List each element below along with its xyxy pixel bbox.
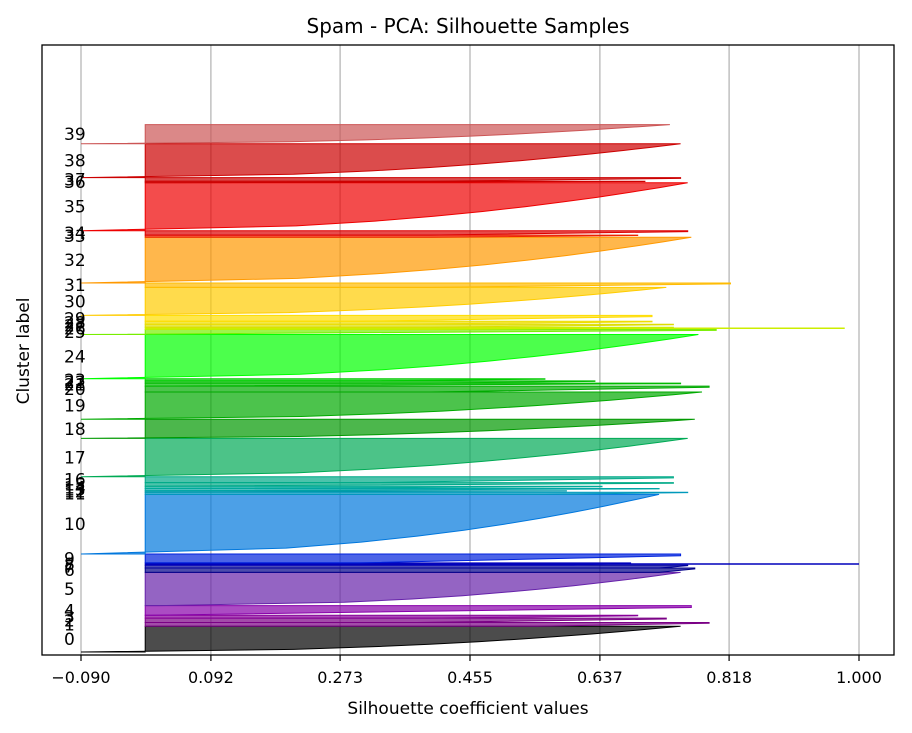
cluster-label-18: 18 — [64, 420, 86, 440]
cluster-area-30 — [80, 286, 667, 316]
y-axis-label: Cluster label — [14, 298, 34, 405]
cluster-area-29 — [144, 314, 653, 322]
cluster-area-13 — [144, 488, 660, 492]
cluster-area-2 — [144, 617, 667, 623]
cluster-area-15 — [144, 482, 674, 487]
cluster-label-0: 0 — [64, 630, 75, 650]
cluster-label-14: 14 — [64, 478, 86, 498]
cluster-label-38: 38 — [64, 152, 86, 172]
cluster-area-5 — [144, 571, 681, 607]
cluster-area-14 — [144, 485, 603, 490]
cluster-area-21 — [144, 382, 682, 387]
cluster-area-38 — [80, 143, 681, 179]
x-tick-label: 0.273 — [317, 668, 363, 687]
cluster-areas — [80, 124, 859, 653]
cluster-label-39: 39 — [64, 125, 86, 145]
x-tick-label: 0.637 — [577, 668, 623, 687]
cluster-area-1 — [144, 622, 710, 627]
cluster-label-16: 16 — [64, 471, 86, 491]
cluster-label-4: 4 — [64, 601, 75, 621]
plot-frame — [41, 44, 895, 656]
x-axis-label: Silhouette coefficient values — [347, 699, 588, 719]
cluster-area-34 — [144, 230, 689, 236]
cluster-label-22: 22 — [64, 373, 86, 393]
x-tick-label: 1.000 — [836, 668, 882, 687]
cluster-label-24: 24 — [64, 348, 86, 368]
cluster-area-19 — [80, 391, 703, 420]
cluster-area-20 — [144, 385, 710, 393]
cluster-area-35 — [80, 182, 688, 232]
cluster-label-19: 19 — [64, 397, 86, 417]
cluster-label-26: 26 — [64, 319, 86, 339]
cluster-area-17 — [80, 437, 688, 478]
cluster-label-27: 27 — [64, 317, 86, 337]
cluster-label-33: 33 — [64, 227, 86, 247]
cluster-labels: 0123456789101112131415161718192021222324… — [64, 125, 86, 650]
cluster-label-13: 13 — [64, 481, 86, 501]
x-axis-ticks: −0.090 0.092 0.273 0.455 0.637 0.818 1.000 — [51, 655, 882, 687]
cluster-label-11: 11 — [64, 484, 86, 504]
cluster-area-0 — [80, 625, 681, 653]
cluster-label-29: 29 — [64, 309, 86, 329]
cluster-label-30: 30 — [64, 292, 86, 312]
cluster-area-10 — [80, 493, 660, 555]
cluster-label-36: 36 — [64, 173, 86, 193]
cluster-area-24 — [80, 334, 699, 380]
cluster-area-16 — [144, 476, 674, 484]
cluster-area-4 — [144, 605, 692, 616]
x-tick-label: −0.090 — [51, 668, 110, 687]
cluster-label-10: 10 — [64, 515, 86, 535]
cluster-label-28: 28 — [64, 314, 86, 334]
chart-title: Spam - PCA: Silhouette Samples — [307, 14, 630, 38]
cluster-label-20: 20 — [64, 380, 86, 400]
x-tick-label: 0.818 — [706, 668, 752, 687]
cluster-label-5: 5 — [64, 580, 75, 600]
cluster-label-7: 7 — [64, 558, 75, 578]
cluster-label-35: 35 — [64, 198, 86, 218]
cluster-label-23: 23 — [64, 371, 86, 391]
cluster-label-1: 1 — [64, 615, 75, 635]
cluster-label-37: 37 — [64, 170, 86, 190]
cluster-label-34: 34 — [64, 224, 86, 244]
cluster-area-31 — [144, 282, 731, 288]
cluster-label-2: 2 — [64, 611, 75, 631]
cluster-area-37 — [144, 177, 682, 182]
cluster-label-32: 32 — [64, 251, 86, 271]
cluster-label-17: 17 — [64, 449, 86, 469]
cluster-label-25: 25 — [64, 323, 86, 343]
cluster-area-25 — [80, 328, 717, 335]
x-tick-label: 0.092 — [188, 668, 234, 687]
x-tick-label: 0.455 — [447, 668, 493, 687]
cluster-label-21: 21 — [64, 376, 86, 396]
cluster-area-18 — [80, 418, 695, 439]
cluster-area-39 — [80, 124, 670, 145]
cluster-area-9 — [144, 553, 682, 564]
cluster-label-9: 9 — [64, 549, 75, 569]
cluster-label-15: 15 — [64, 475, 86, 495]
cluster-label-12: 12 — [64, 482, 86, 502]
cluster-area-32 — [80, 236, 692, 284]
cluster-area-11 — [144, 491, 689, 495]
cluster-area-6 — [144, 567, 696, 573]
cluster-label-31: 31 — [64, 276, 86, 296]
cluster-label-8: 8 — [64, 555, 75, 575]
cluster-label-3: 3 — [64, 608, 75, 628]
cluster-label-6: 6 — [64, 561, 75, 581]
